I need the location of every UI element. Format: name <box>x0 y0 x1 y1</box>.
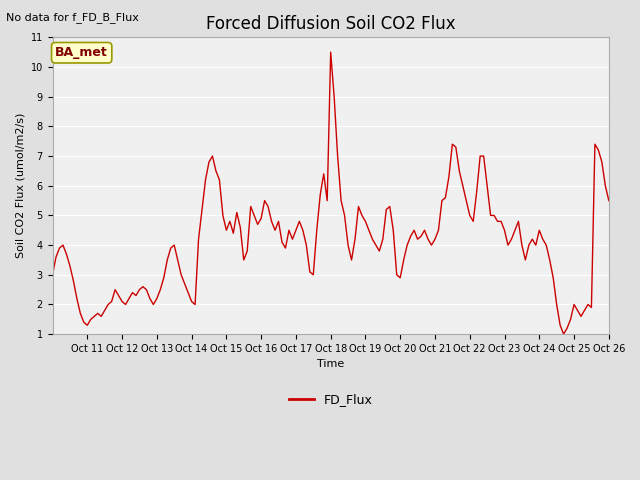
Legend: FD_Flux: FD_Flux <box>284 388 378 411</box>
X-axis label: Time: Time <box>317 360 344 370</box>
Title: Forced Diffusion Soil CO2 Flux: Forced Diffusion Soil CO2 Flux <box>206 15 456 33</box>
Y-axis label: Soil CO2 Flux (umol/m2/s): Soil CO2 Flux (umol/m2/s) <box>15 113 25 258</box>
Text: No data for f_FD_B_Flux: No data for f_FD_B_Flux <box>6 12 140 23</box>
Text: BA_met: BA_met <box>55 46 108 59</box>
